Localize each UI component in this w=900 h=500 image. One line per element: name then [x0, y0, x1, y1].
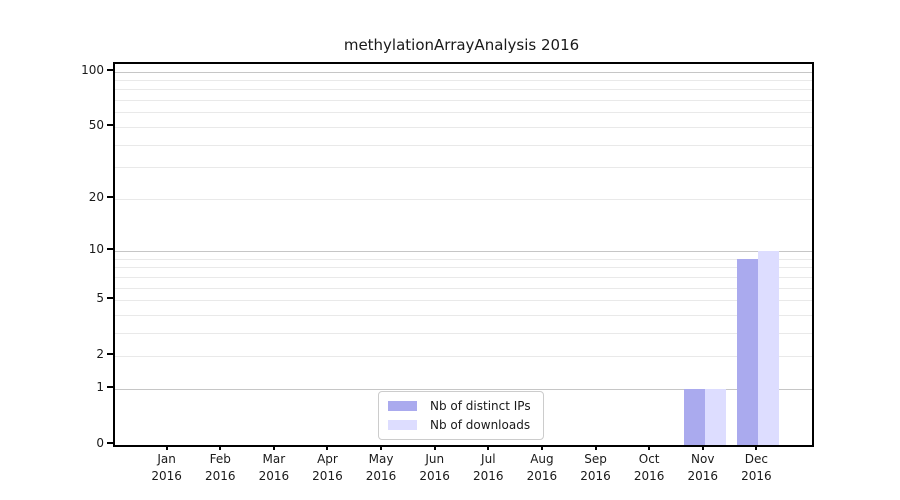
- x-tick-year: 2016: [580, 469, 611, 483]
- x-tick-label: Jan 2016: [132, 451, 202, 485]
- y-tick-label: 5: [96, 291, 104, 306]
- y-tick-mark: [107, 195, 113, 198]
- x-tick-year: 2016: [741, 469, 772, 483]
- x-tick-mark: [755, 445, 758, 450]
- x-tick-month: Sep: [584, 452, 607, 466]
- legend: Nb of distinct IPs Nb of downloads: [378, 391, 544, 440]
- x-tick-mark: [219, 445, 222, 450]
- x-tick-month: Jul: [481, 452, 496, 466]
- major-gridline: [115, 71, 812, 73]
- y-tick-label: 2: [96, 347, 104, 362]
- y-tick-label: 20: [88, 189, 104, 204]
- minor-gridline: [115, 314, 812, 316]
- y-tick-mark: [107, 385, 113, 388]
- x-tick-mark: [272, 445, 275, 450]
- x-tick-label: Oct 2016: [614, 451, 684, 485]
- legend-item-downloads: Nb of downloads: [388, 418, 533, 432]
- y-tick-label: 100: [81, 62, 104, 77]
- minor-gridline: [115, 112, 812, 114]
- bar-downloads: [704, 388, 726, 445]
- minor-gridline: [115, 276, 812, 278]
- minor-gridline: [115, 287, 812, 289]
- legend-item-distinct-ips: Nb of distinct IPs: [388, 399, 533, 413]
- x-tick-label: Nov 2016: [668, 451, 738, 485]
- plot-area: Nb of distinct IPs Nb of downloads: [113, 62, 814, 447]
- x-tick-mark: [380, 445, 383, 450]
- x-tick-month: May: [368, 452, 394, 466]
- x-tick-label: Sep 2016: [561, 451, 631, 485]
- minor-gridline: [115, 100, 812, 102]
- x-tick-year: 2016: [365, 469, 397, 483]
- major-gridline: [115, 251, 812, 252]
- minor-gridline: [115, 258, 812, 260]
- major-gridline: [115, 388, 812, 390]
- x-tick-month: Aug: [530, 452, 554, 466]
- x-tick-label: Feb 2016: [185, 451, 255, 485]
- legend-label-distinct-ips: Nb of distinct IPs: [430, 399, 531, 413]
- x-tick-month: Mar: [262, 452, 286, 466]
- x-tick-mark: [701, 445, 704, 450]
- y-tick-mark: [107, 353, 113, 356]
- x-tick-year: 2016: [151, 469, 182, 483]
- y-tick-mark: [107, 123, 113, 126]
- x-tick-year: 2016: [312, 469, 343, 483]
- y-tick-mark: [107, 68, 113, 71]
- x-tick-label: May 2016: [346, 451, 416, 485]
- x-tick-year: 2016: [473, 469, 504, 483]
- minor-gridline: [115, 198, 812, 200]
- x-tick-label: Jul 2016: [453, 451, 523, 485]
- minor-gridline: [115, 89, 812, 91]
- y-tick-label: 10: [88, 242, 104, 256]
- x-tick-mark: [165, 445, 168, 450]
- y-tick-mark: [107, 297, 113, 300]
- minor-gridline: [115, 126, 812, 128]
- x-tick-mark: [487, 445, 490, 450]
- x-tick-label: Aug 2016: [507, 451, 577, 485]
- x-tick-mark: [648, 445, 651, 450]
- minor-gridline: [115, 356, 812, 358]
- x-tick-mark: [594, 445, 597, 450]
- x-tick-mark: [433, 445, 436, 450]
- x-tick-year: 2016: [258, 469, 290, 483]
- minor-gridline: [115, 167, 812, 169]
- minor-gridline: [115, 267, 812, 269]
- x-tick-year: 2016: [687, 469, 719, 483]
- bar-downloads: [758, 251, 780, 445]
- x-tick-month: Feb: [209, 452, 231, 466]
- minor-gridline: [115, 80, 812, 82]
- x-tick-label: Jun 2016: [400, 451, 470, 485]
- minor-gridline: [115, 300, 812, 302]
- bar-distinct-ips: [683, 388, 705, 445]
- legend-swatch-downloads: [388, 420, 417, 430]
- x-tick-label: Mar 2016: [239, 451, 309, 485]
- legend-swatch-distinct-ips: [388, 401, 417, 411]
- y-tick-mark: [107, 248, 113, 250]
- x-tick-month: Oct: [638, 452, 660, 466]
- x-tick-mark: [540, 445, 543, 450]
- chart-title: methylationArrayAnalysis 2016: [343, 36, 580, 54]
- y-tick-mark: [107, 442, 113, 444]
- x-tick-year: 2016: [204, 469, 236, 483]
- x-tick-month: Apr: [317, 452, 338, 466]
- x-tick-year: 2016: [633, 469, 665, 483]
- minor-gridline: [115, 332, 812, 334]
- x-tick-month: Nov: [691, 452, 715, 466]
- x-tick-month: Jun: [425, 452, 445, 466]
- y-tick-label: 50: [88, 117, 104, 132]
- y-tick-label: 1: [96, 379, 104, 394]
- x-tick-mark: [326, 445, 329, 450]
- minor-gridline: [115, 144, 812, 146]
- x-tick-month: Dec: [744, 452, 768, 466]
- x-tick-year: 2016: [526, 469, 558, 483]
- x-tick-label: Apr 2016: [292, 451, 362, 485]
- legend-label-downloads: Nb of downloads: [430, 418, 531, 432]
- x-tick-month: Jan: [157, 452, 176, 466]
- x-tick-label: Dec 2016: [721, 451, 791, 485]
- bar-distinct-ips: [737, 258, 759, 445]
- y-tick-label: 0: [96, 436, 104, 450]
- x-tick-year: 2016: [419, 469, 450, 483]
